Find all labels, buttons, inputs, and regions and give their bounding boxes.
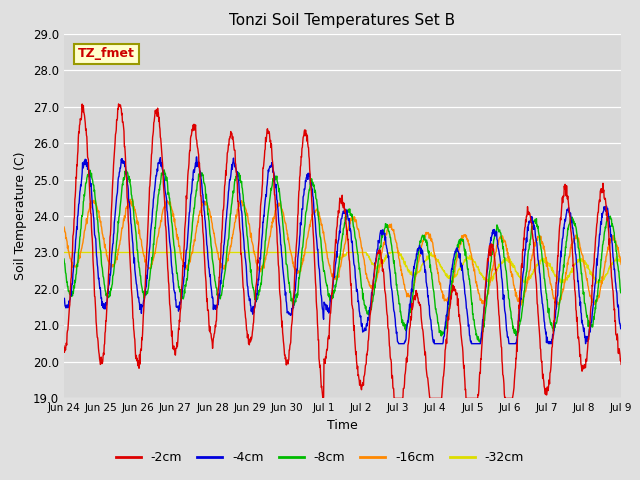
Text: TZ_fmet: TZ_fmet: [78, 48, 135, 60]
Y-axis label: Soil Temperature (C): Soil Temperature (C): [15, 152, 28, 280]
Title: Tonzi Soil Temperatures Set B: Tonzi Soil Temperatures Set B: [229, 13, 456, 28]
Legend: -2cm, -4cm, -8cm, -16cm, -32cm: -2cm, -4cm, -8cm, -16cm, -32cm: [111, 446, 529, 469]
X-axis label: Time: Time: [327, 419, 358, 432]
